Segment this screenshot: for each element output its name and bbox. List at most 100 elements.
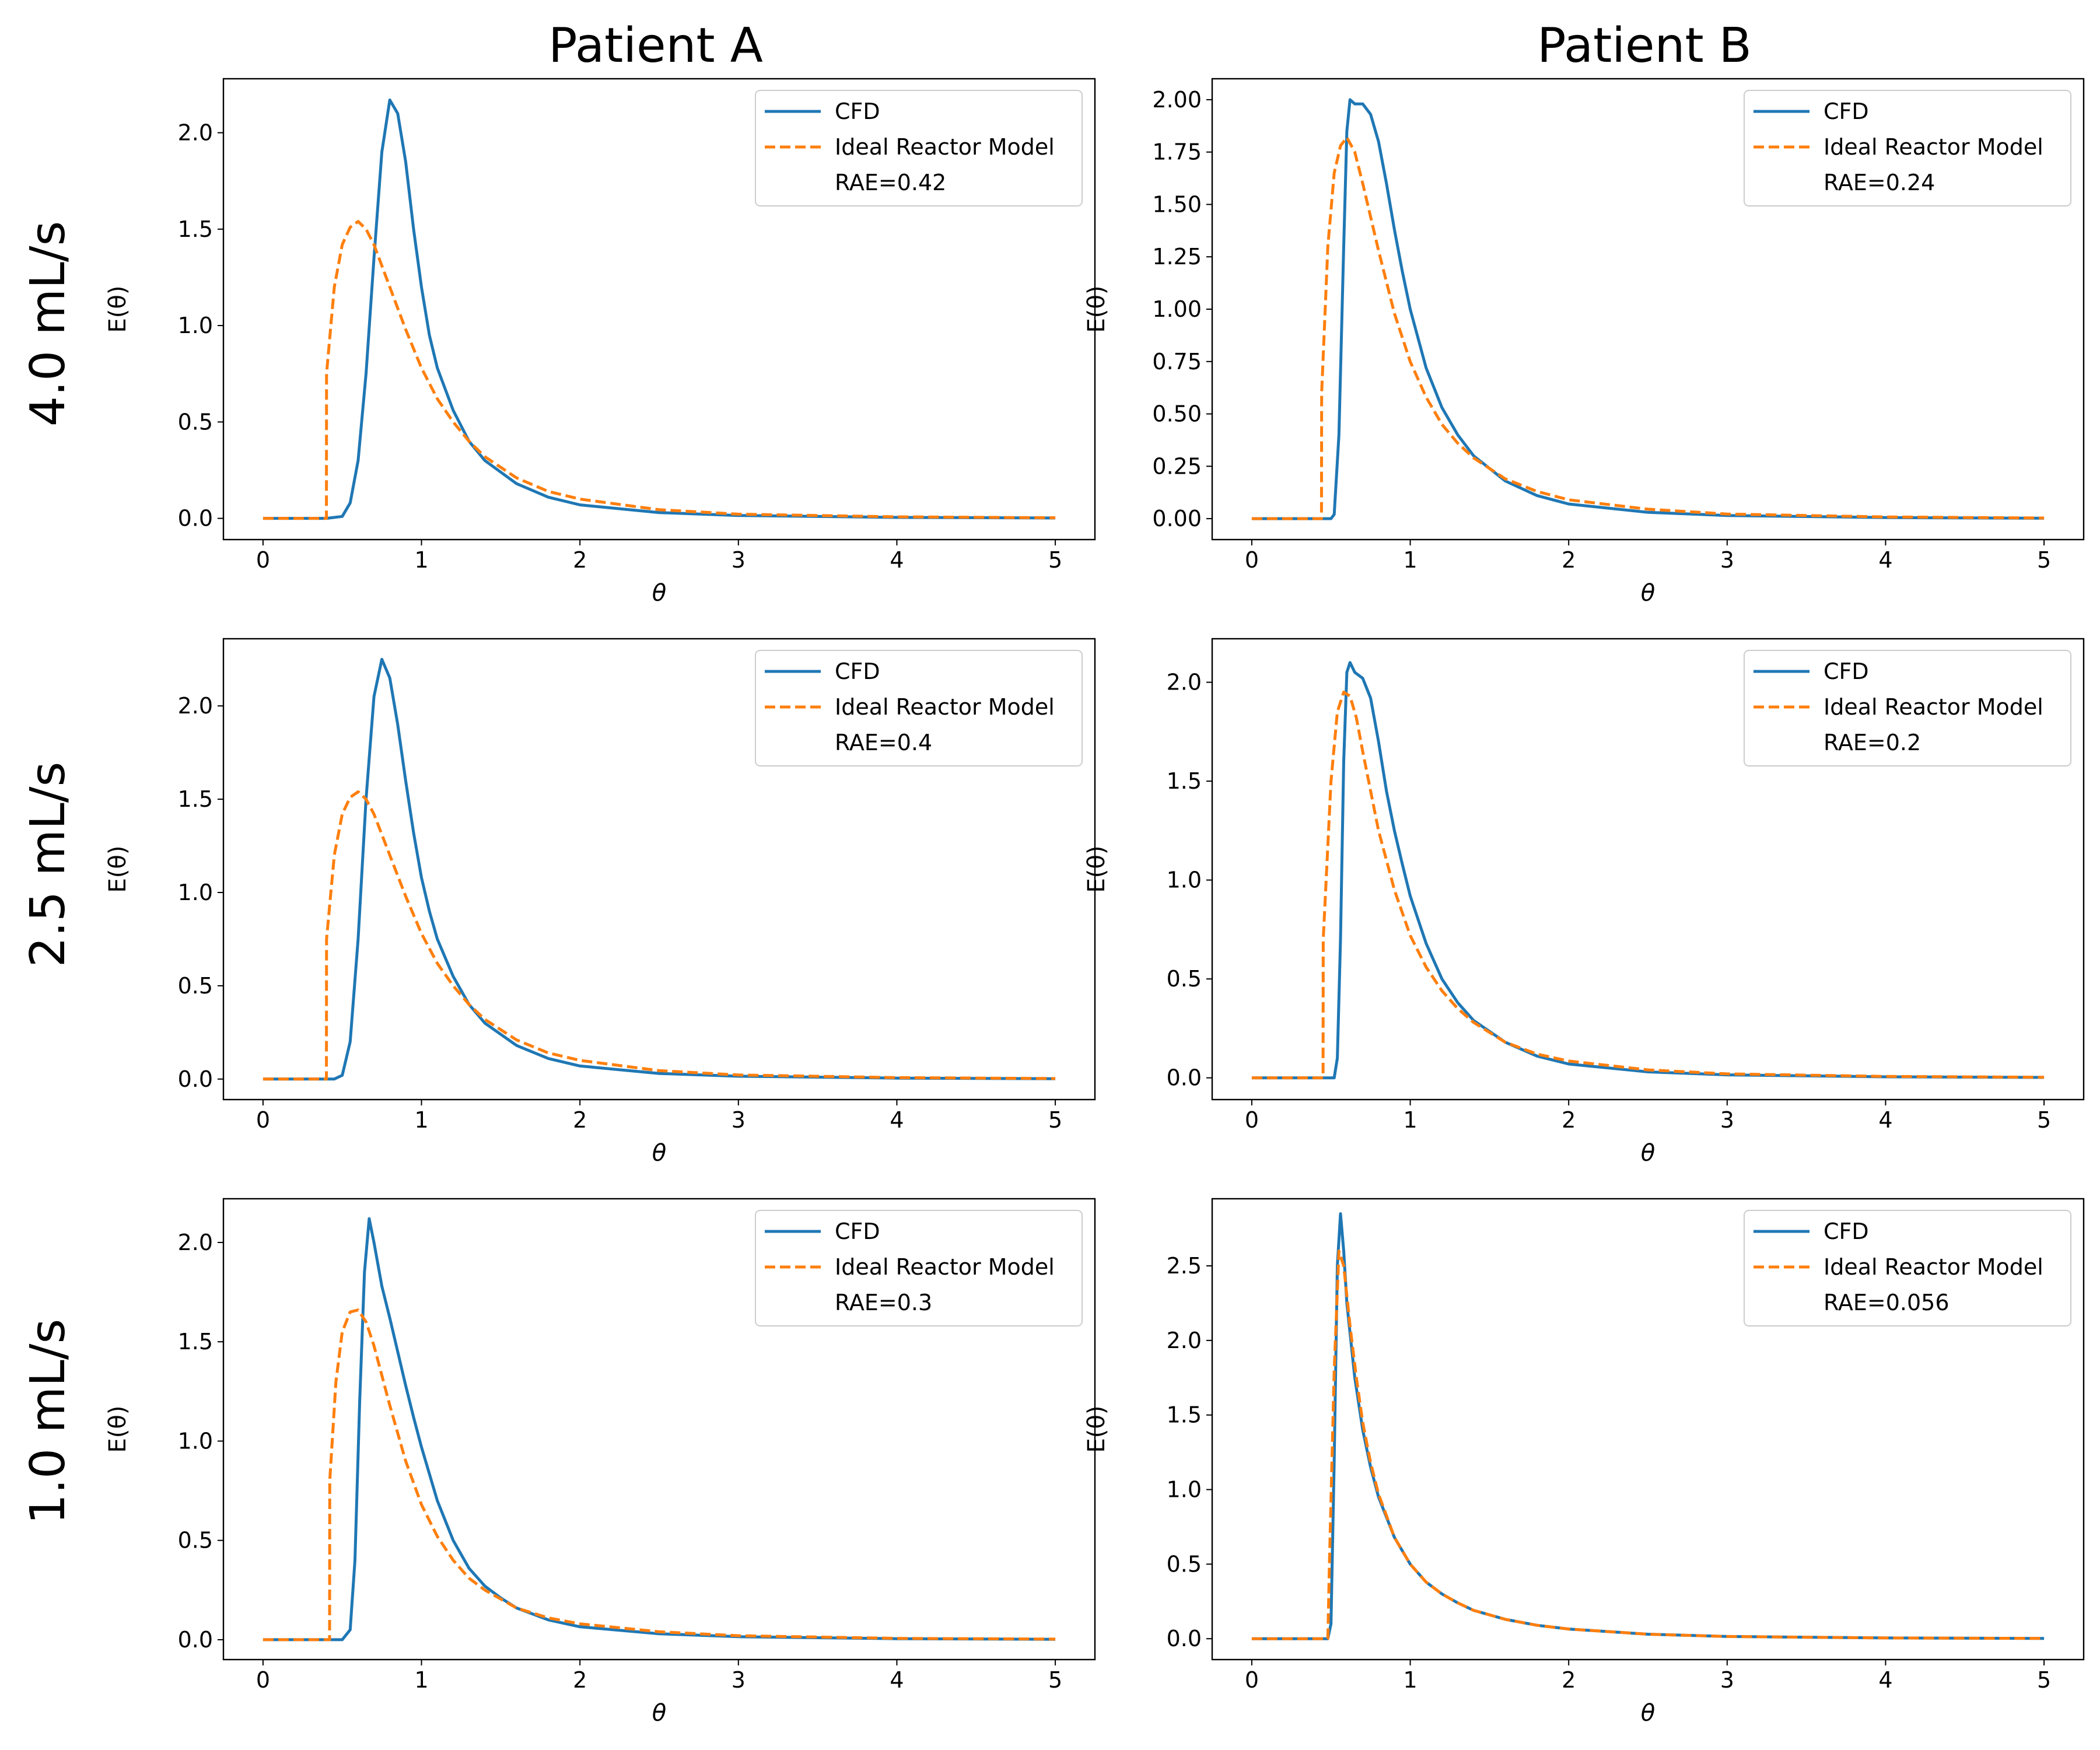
series-ideal-line bbox=[1251, 1250, 2045, 1640]
x-tick-label: 3 bbox=[732, 547, 746, 573]
y-tick-label: 2.0 bbox=[178, 120, 213, 146]
series-ideal-line bbox=[262, 790, 1056, 1081]
y-axis-label: E(θ) bbox=[104, 1406, 131, 1453]
legend-label-cfd: CFD bbox=[835, 659, 880, 684]
y-tick-label: 1.50 bbox=[1152, 191, 1202, 217]
y-tick-label: 2.0 bbox=[1167, 670, 1202, 695]
legend: CFD Ideal Reactor Model RAE=0.24 bbox=[1744, 90, 2071, 206]
y-tick-label: 1.00 bbox=[1152, 296, 1202, 322]
y-tick-label: 0.50 bbox=[1152, 401, 1202, 427]
legend-box bbox=[755, 650, 1083, 766]
y-tick-label: 1.0 bbox=[178, 313, 213, 338]
y-tick-label: 1.5 bbox=[178, 786, 213, 812]
x-tick-label: 2 bbox=[573, 1667, 587, 1693]
axes-frame bbox=[222, 78, 1096, 541]
x-tick-label: 5 bbox=[1048, 1107, 1062, 1133]
series-cfd-line bbox=[1251, 98, 2045, 520]
y-tick-label: 0.5 bbox=[178, 973, 213, 999]
x-tick-label: 4 bbox=[890, 1107, 904, 1133]
legend-box bbox=[755, 1210, 1083, 1326]
legend-label-cfd: CFD bbox=[835, 99, 880, 124]
y-tick-label: 1.25 bbox=[1152, 244, 1202, 270]
axes-frame bbox=[222, 1198, 1096, 1661]
x-tick-label: 1 bbox=[414, 1107, 428, 1133]
y-tick-label: 1.0 bbox=[178, 880, 213, 905]
x-tick-label: 3 bbox=[1720, 1107, 1734, 1133]
panel-6: 0 1 2 3 4 5 0.0 0.5 1.0 1.5 2.0 2.5 θ E(θ) CFD Ideal Re… bbox=[1083, 1198, 2085, 1727]
x-tick-label: 5 bbox=[1048, 1667, 1062, 1693]
series-ideal-line bbox=[262, 220, 1056, 520]
x-tick-label: 5 bbox=[2037, 1667, 2051, 1693]
legend: CFD Ideal Reactor Model RAE=0.42 bbox=[755, 90, 1083, 206]
legend-label-cfd: CFD bbox=[1824, 1219, 1869, 1244]
series-cfd-line bbox=[1251, 661, 2045, 1080]
y-tick-label: 1.0 bbox=[1167, 1477, 1202, 1503]
y-tick-label: 2.00 bbox=[1152, 87, 1202, 113]
x-tick-label: 3 bbox=[732, 1667, 746, 1693]
panel-5: 0 1 2 3 4 5 0.0 0.5 1.0 1.5 2.0 θ E(θ) CFD Ideal React… bbox=[104, 1198, 1096, 1727]
legend-label-cfd: CFD bbox=[835, 1219, 880, 1244]
y-tick-label: 0.0 bbox=[1167, 1626, 1202, 1651]
panel-2: 0 1 2 3 4 5 0.00 0.25 0.50 0.75 1.00 1.25 1.50 1.75 2.… bbox=[1083, 78, 2085, 607]
legend-label-ideal: Ideal Reactor Model bbox=[835, 1254, 1055, 1280]
row-label-bottom: 1.0 mL/s bbox=[20, 1319, 76, 1524]
y-tick-label: 2.0 bbox=[178, 693, 213, 719]
legend-box bbox=[1744, 650, 2071, 766]
y-tick-label: 2.0 bbox=[1167, 1328, 1202, 1353]
legend-box bbox=[1744, 1210, 2071, 1326]
y-tick-label: 0.75 bbox=[1152, 349, 1202, 374]
x-tick-label: 4 bbox=[1878, 1667, 1892, 1693]
panels: 0 1 2 3 4 5 0.0 0.5 1.0 1.5 2.0 θ E(θ) CFD Ideal React… bbox=[104, 78, 2085, 1727]
x-tick-label: 1 bbox=[1403, 1107, 1417, 1133]
panel-3: 0 1 2 3 4 5 0.0 0.5 1.0 1.5 2.0 θ E(θ) CFD Ideal React… bbox=[104, 638, 1096, 1167]
x-tick-label: 0 bbox=[1245, 547, 1259, 573]
y-tick-label: 1.0 bbox=[178, 1428, 213, 1454]
x-tick-label: 2 bbox=[1562, 547, 1576, 573]
panel-4: 0 1 2 3 4 5 0.0 0.5 1.0 1.5 2.0 θ E(θ) CFD Ideal React… bbox=[1083, 638, 2085, 1167]
y-axis-label: E(θ) bbox=[1083, 1406, 1110, 1453]
x-tick-label: 0 bbox=[1245, 1667, 1259, 1693]
y-tick-label: 0.0 bbox=[178, 1066, 213, 1092]
legend: CFD Ideal Reactor Model RAE=0.4 bbox=[755, 650, 1083, 766]
x-axis-label: θ bbox=[1641, 1140, 1655, 1167]
y-tick-label: 1.5 bbox=[1167, 768, 1202, 794]
y-tick-label: 1.5 bbox=[178, 1329, 213, 1354]
series-cfd-line bbox=[262, 98, 1056, 520]
x-tick-label: 1 bbox=[1403, 1667, 1417, 1693]
y-tick-label: 0.25 bbox=[1152, 453, 1202, 479]
x-axis-label: θ bbox=[652, 580, 666, 607]
legend-label-ideal: Ideal Reactor Model bbox=[835, 134, 1055, 160]
series-ideal-line bbox=[262, 1308, 1056, 1642]
legend-label-ideal: Ideal Reactor Model bbox=[835, 694, 1055, 720]
x-tick-label: 4 bbox=[890, 1667, 904, 1693]
axes-frame bbox=[1211, 638, 2085, 1101]
legend: CFD Ideal Reactor Model RAE=0.056 bbox=[1744, 1210, 2071, 1326]
x-tick-label: 1 bbox=[414, 1667, 428, 1693]
legend: CFD Ideal Reactor Model RAE=0.3 bbox=[755, 1210, 1083, 1326]
legend-rae-note: RAE=0.42 bbox=[835, 170, 946, 195]
x-tick-label: 3 bbox=[1720, 547, 1734, 573]
legend-box bbox=[1744, 90, 2071, 206]
x-tick-label: 3 bbox=[732, 1107, 746, 1133]
y-axis-label: E(θ) bbox=[1083, 846, 1110, 893]
y-tick-label: 2.5 bbox=[1167, 1253, 1202, 1279]
x-axis-label: θ bbox=[1641, 1700, 1655, 1727]
legend-rae-note: RAE=0.24 bbox=[1824, 170, 1935, 195]
column-title-patient-b: Patient B bbox=[1537, 18, 1752, 74]
axes-frame bbox=[1211, 1198, 2085, 1661]
x-tick-label: 4 bbox=[1878, 547, 1892, 573]
y-tick-label: 1.75 bbox=[1152, 139, 1202, 165]
row-label-middle: 2.5 mL/s bbox=[20, 762, 76, 967]
x-tick-label: 5 bbox=[2037, 1107, 2051, 1133]
y-axis-label: E(θ) bbox=[104, 286, 131, 333]
y-tick-label: 1.0 bbox=[1167, 867, 1202, 893]
y-tick-label: 0.5 bbox=[1167, 1551, 1202, 1577]
y-tick-label: 0.5 bbox=[178, 409, 213, 435]
x-tick-label: 5 bbox=[2037, 547, 2051, 573]
x-tick-label: 3 bbox=[1720, 1667, 1734, 1693]
x-tick-label: 4 bbox=[1878, 1107, 1892, 1133]
legend-label-cfd: CFD bbox=[1824, 659, 1869, 684]
y-tick-label: 0.0 bbox=[178, 1627, 213, 1653]
y-tick-label: 2.0 bbox=[178, 1230, 213, 1255]
